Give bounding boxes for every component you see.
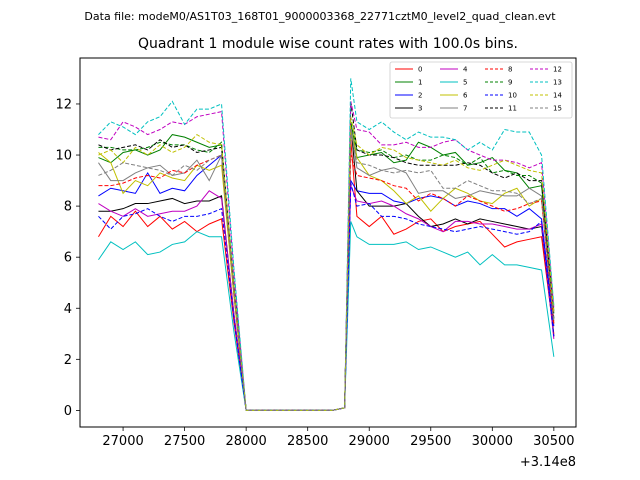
x-tick-label: 28500	[287, 434, 328, 449]
legend-label-7: 7	[463, 105, 467, 113]
legend-label-9: 9	[508, 79, 512, 87]
legend-label-4: 4	[463, 66, 468, 74]
x-tick-label: 30500	[533, 434, 574, 449]
legend-label-2: 2	[418, 92, 422, 100]
legend-label-15: 15	[553, 105, 562, 113]
y-tick-label: 8	[64, 200, 72, 215]
legend-label-8: 8	[508, 66, 512, 74]
y-tick-label: 12	[55, 97, 72, 112]
y-tick-label: 0	[64, 404, 72, 419]
axes-frame	[79, 57, 577, 428]
chart-title: Quadrant 1 module wise count rates with …	[138, 36, 518, 52]
legend-label-0: 0	[418, 66, 422, 74]
x-tick-label: 29500	[410, 434, 451, 449]
legend-label-3: 3	[418, 105, 422, 113]
y-tick-label: 4	[64, 302, 72, 317]
x-tick-label: 29000	[349, 434, 390, 449]
legend-label-5: 5	[463, 79, 467, 87]
legend-label-10: 10	[508, 92, 517, 100]
y-tick-label: 6	[64, 251, 72, 266]
x-offset-label: +3.14e8	[520, 455, 576, 470]
x-axis-ticks: 27000 27500 28000 28500 29000 29500 30000 30500	[102, 427, 575, 449]
legend-label-12: 12	[553, 66, 562, 74]
y-tick-label: 10	[55, 149, 72, 164]
x-tick-label: 30000	[472, 434, 513, 449]
series-line-10	[98, 183, 555, 411]
legend-label-11: 11	[508, 105, 517, 113]
legend-label-14: 14	[553, 92, 562, 100]
y-axis-ticks: 0 2 4 6 8 10 12	[55, 97, 80, 419]
y-tick-label: 2	[64, 353, 72, 368]
legend-label-6: 6	[463, 92, 468, 100]
figure-suptitle: Data file: modeM0/AS1T03_168T01_90000033…	[84, 10, 556, 23]
legend-label-13: 13	[553, 79, 562, 87]
plot-lines	[98, 78, 555, 411]
legend-box	[389, 61, 573, 119]
x-tick-label: 28000	[225, 434, 266, 449]
series-line-15	[98, 129, 555, 411]
series-line-9	[98, 121, 555, 411]
series-line-11	[98, 101, 555, 411]
legend-label-1: 1	[418, 79, 422, 87]
x-tick-label: 27500	[164, 434, 205, 449]
x-tick-label: 27000	[102, 434, 143, 449]
